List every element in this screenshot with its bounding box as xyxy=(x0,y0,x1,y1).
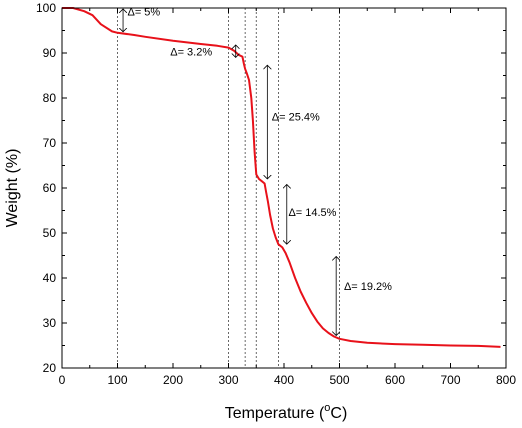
y-tick-label: 80 xyxy=(43,91,57,105)
y-tick-label: 100 xyxy=(36,1,56,15)
delta-label: Δ= 14.5% xyxy=(288,207,336,219)
y-tick-label: 50 xyxy=(43,226,57,240)
x-axis-title: Temperature (oC) xyxy=(225,402,348,422)
y-tick-label: 30 xyxy=(43,316,57,330)
x-tick-label: 0 xyxy=(59,373,66,387)
x-tick-label: 800 xyxy=(496,373,516,387)
x-tick-label: 200 xyxy=(163,373,183,387)
x-axis-title-unit: C) xyxy=(330,405,347,422)
delta-label: Δ= 5% xyxy=(127,7,160,19)
y-tick-label: 20 xyxy=(43,361,57,375)
weight-line xyxy=(62,7,501,348)
x-axis-title-sup: o xyxy=(324,402,330,414)
delta-label: Δ= 3.2% xyxy=(170,46,212,58)
weight-curve-group xyxy=(62,7,501,348)
x-tick-label: 500 xyxy=(329,373,349,387)
y-tick-label: 40 xyxy=(43,271,57,285)
delta-label: Δ= 19.2% xyxy=(344,281,392,293)
y-tick-label: 90 xyxy=(43,46,57,60)
x-tick-label: 600 xyxy=(385,373,405,387)
x-axis-title-main: Temperature ( xyxy=(225,405,325,422)
axes: 0 100 200 300 400 500 600 700 800 20 30 40 50 60 70 80 9… xyxy=(36,1,516,387)
x-tick-label: 400 xyxy=(274,373,294,387)
x-tick-label: 100 xyxy=(107,373,127,387)
y-tick-label: 60 xyxy=(43,181,57,195)
y-axis-title: Weight (%) xyxy=(4,149,21,228)
annotations: Δ= 5% Δ= 3.2% Δ= 25.4% Δ= 14.5% Δ= 19.2% xyxy=(123,7,392,336)
delta-label: Δ= 25.4% xyxy=(272,112,320,124)
y-tick-label: 70 xyxy=(43,136,57,150)
dashed-reference-lines xyxy=(117,8,340,368)
plot-frame xyxy=(61,7,507,369)
x-tick-label: 300 xyxy=(218,373,238,387)
x-tick-label: 700 xyxy=(440,373,460,387)
